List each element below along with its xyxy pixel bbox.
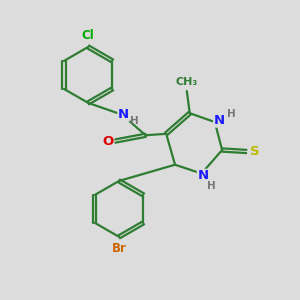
Text: N: N <box>214 114 225 127</box>
Text: N: N <box>118 108 129 121</box>
Text: H: H <box>130 116 139 126</box>
Text: S: S <box>250 145 259 158</box>
Text: Br: Br <box>112 242 127 255</box>
Text: Cl: Cl <box>82 29 94 42</box>
Text: N: N <box>197 169 208 182</box>
Text: H: H <box>226 109 235 119</box>
Text: H: H <box>208 181 216 191</box>
Text: CH₃: CH₃ <box>176 77 198 87</box>
Text: O: O <box>103 135 114 148</box>
